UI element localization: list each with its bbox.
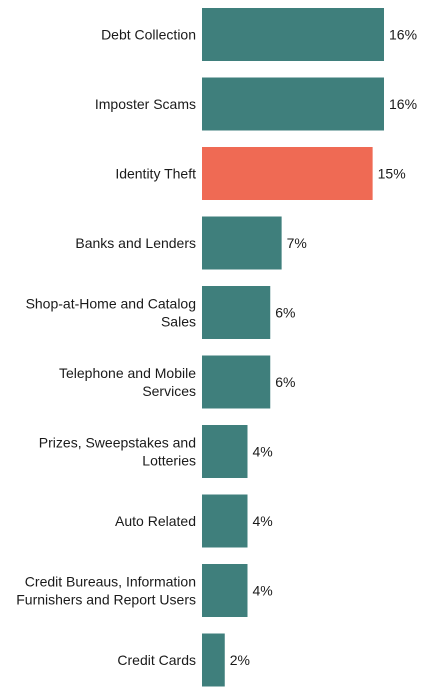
value-label-3: 15% <box>378 166 406 182</box>
value-label-5: 6% <box>275 305 295 321</box>
category-label-5: Shop-at-Home and Catalog Sales <box>26 296 196 330</box>
bar-9 <box>202 564 248 617</box>
value-label-6: 6% <box>275 374 295 390</box>
value-label-2: 16% <box>389 96 417 112</box>
value-label-8: 4% <box>253 513 273 529</box>
bar-5 <box>202 286 271 339</box>
category-label-6: Telephone and Mobile Services <box>59 365 196 399</box>
bar-3 <box>202 147 373 200</box>
category-label-8: Auto Related <box>115 513 196 529</box>
bar-2 <box>202 77 384 131</box>
bar-4 <box>202 216 282 270</box>
category-label-4: Banks and Lenders <box>75 235 196 251</box>
bar-6 <box>202 355 271 409</box>
category-label-7: Prizes, Sweepstakes and Lotteries <box>39 435 196 469</box>
value-label-7: 4% <box>253 444 273 460</box>
value-label-10: 2% <box>230 652 250 668</box>
bar-7 <box>202 425 248 478</box>
category-label-9: Credit Bureaus, Information Furnishers an… <box>16 574 196 608</box>
value-label-9: 4% <box>253 583 273 599</box>
category-label-10: Credit Cards <box>117 652 196 668</box>
bar-8 <box>202 494 248 548</box>
category-label-1: Debt Collection <box>101 27 196 43</box>
category-label-3: Identity Theft <box>115 166 196 182</box>
value-label-1: 16% <box>389 27 417 43</box>
value-label-4: 7% <box>287 235 307 251</box>
category-label-2: Imposter Scams <box>95 96 196 112</box>
bar-1 <box>202 8 384 61</box>
bar-10 <box>202 633 225 687</box>
